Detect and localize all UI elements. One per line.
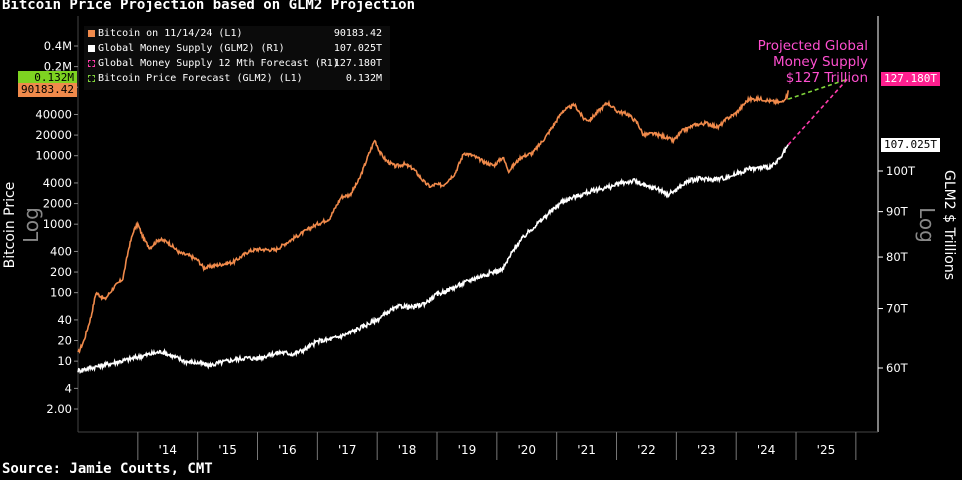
x-tick-label: '25 (817, 443, 836, 457)
legend-swatch-btc-forecast (88, 75, 95, 82)
right-tick-label: 60T (886, 361, 909, 375)
legend-swatch-bitcoin (88, 30, 95, 37)
left-tick-label: 1000 (43, 217, 72, 231)
annotation-line: Money Supply (772, 54, 868, 70)
legend-swatch-glm2-forecast (88, 60, 95, 67)
legend: Bitcoin on 11/14/24 (L1) 90183.42 Global… (84, 26, 390, 90)
x-tick-label: '19 (458, 443, 477, 457)
legend-item-btc-forecast: Bitcoin Price Forecast (GLM2) (L1) 0.132… (84, 71, 390, 86)
right-axis-scale-label: Log (915, 207, 939, 243)
x-tick-label: '16 (278, 443, 297, 457)
x-tick-label: '22 (637, 443, 656, 457)
left-tick-label: 0.4M (44, 39, 72, 53)
left-axis-title: Bitcoin Price (2, 182, 18, 269)
legend-value: 127.180T (333, 58, 382, 69)
series-line-3 (787, 78, 849, 100)
left-tick-label: 10000 (35, 149, 72, 163)
projection-annotation: Projected Global Money Supply $127 Trill… (730, 38, 868, 86)
x-tick-label: '21 (577, 443, 596, 457)
legend-value: 90183.42 (333, 28, 382, 39)
annotation-line: Projected Global (757, 38, 868, 54)
left-tick-label: 2000 (43, 197, 72, 211)
series-line-2 (787, 77, 849, 146)
legend-label: Global Money Supply (GLM2) (R1) (98, 43, 285, 54)
x-tick-label: '23 (697, 443, 716, 457)
left-tick-label: 40 (57, 313, 72, 327)
x-tick-label: '17 (338, 443, 357, 457)
left-tick-label: 10 (57, 354, 72, 368)
btc-last-value-tag: 90183.42 (18, 83, 77, 97)
glm2-last-value-tag: 107.025T (881, 138, 940, 152)
chart-title: Bitcoin Price Projection based on GLM2 P… (2, 0, 416, 13)
left-axis-scale-label: Log (19, 207, 43, 243)
left-tick-label: 400 (50, 244, 72, 258)
left-tick-label: 40000 (35, 107, 72, 121)
legend-label: Global Money Supply 12 Mth Forecast (R1) (98, 58, 339, 69)
left-tick-label: 200 (50, 265, 72, 279)
right-axis-title: GLM2 $ Trillions (941, 170, 957, 280)
legend-swatch-glm2 (88, 45, 95, 52)
series-line-1 (77, 144, 789, 375)
legend-label: Bitcoin Price Forecast (GLM2) (L1) (98, 73, 303, 84)
right-tick-label: 90T (886, 205, 909, 219)
glm2-forecast-tag: 127.180T (881, 72, 940, 86)
x-tick-label: '18 (398, 443, 417, 457)
legend-label: Bitcoin on 11/14/24 (L1) (98, 28, 243, 39)
x-tick-label: '24 (757, 443, 776, 457)
right-tick-label: 80T (886, 250, 909, 264)
left-tick-label: 100 (50, 286, 72, 300)
x-tick-label: '14 (158, 443, 177, 457)
left-tick-label: 20 (57, 334, 72, 348)
right-tick-label: 70T (886, 302, 909, 316)
legend-item-glm2-forecast: Global Money Supply 12 Mth Forecast (R1)… (84, 56, 390, 71)
left-tick-label: 2.00 (46, 402, 72, 416)
left-tick-label: 4 (65, 381, 72, 395)
legend-item-glm2: Global Money Supply (GLM2) (R1) 107.025T (84, 41, 390, 56)
left-tick-label: 20000 (35, 128, 72, 142)
right-tick-label: 100T (886, 164, 916, 178)
left-tick-label: 0.2M (44, 60, 72, 74)
series-line-0 (77, 90, 789, 354)
source-note: Source: Jamie Coutts, CMT (2, 461, 213, 477)
legend-value: 107.025T (333, 43, 382, 54)
annotation-line: $127 Trillion (785, 70, 868, 86)
legend-value: 0.132M (345, 73, 382, 84)
legend-item-bitcoin: Bitcoin on 11/14/24 (L1) 90183.42 (84, 26, 390, 41)
btc-forecast-tag: 0.132M (18, 71, 77, 85)
x-tick-label: '20 (517, 443, 536, 457)
left-tick-label: 4000 (43, 176, 72, 190)
x-tick-label: '15 (218, 443, 237, 457)
